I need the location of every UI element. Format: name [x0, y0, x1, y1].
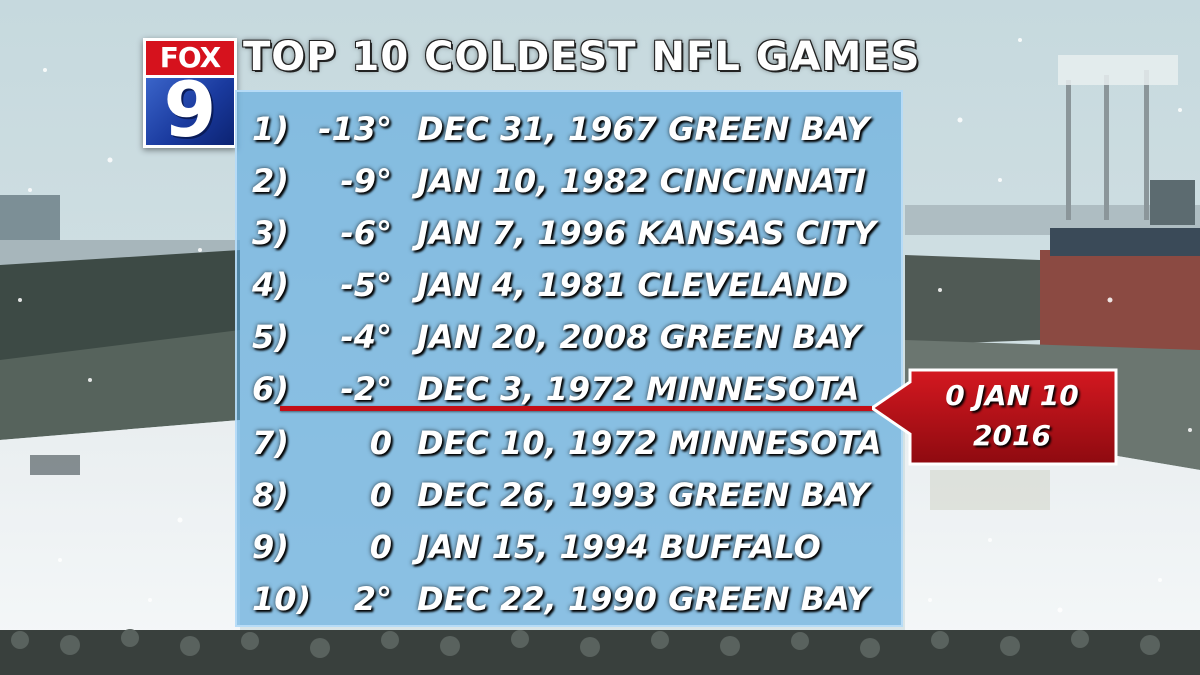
list-item: 3) -6° JAN 7, 1996 KANSAS CITY: [237, 208, 905, 258]
callout-text: 0 JAN 10 2016: [912, 376, 1112, 456]
rank-label: 2): [252, 162, 289, 200]
rank-label: 9): [252, 528, 289, 566]
temperature-value: -6°: [340, 214, 392, 252]
list-item: 8) 0 DEC 26, 1993 GREEN BAY: [237, 470, 905, 520]
list-item: 1) -13° DEC 31, 1967 GREEN BAY: [237, 104, 905, 154]
list-item: 10) 2° DEC 22, 1990 GREEN BAY: [237, 574, 905, 624]
forecast-callout: 0 JAN 10 2016: [872, 368, 1118, 466]
rank-label: 4): [252, 266, 289, 304]
logo-nine-badge: 9: [146, 78, 234, 145]
temperature-value: -5°: [340, 266, 392, 304]
rank-label: 3): [252, 214, 289, 252]
logo-nine-text: 9: [163, 78, 217, 145]
game-description: JAN 20, 2008 GREEN BAY: [417, 318, 861, 356]
callout-line-1: 0 JAN 10: [945, 379, 1079, 412]
temperature-value: -13°: [318, 110, 392, 148]
graphic-title: TOP 10 COLDEST NFL GAMES: [243, 34, 921, 80]
list-item: 7) 0 DEC 10, 1972 MINNESOTA: [237, 418, 905, 468]
game-description: JAN 15, 1994 BUFFALO: [417, 528, 821, 566]
game-description: DEC 22, 1990 GREEN BAY: [417, 580, 870, 618]
rank-label: 7): [252, 424, 289, 462]
rank-label: 10): [252, 580, 312, 618]
temperature-value: 2°: [353, 580, 392, 618]
rank-label: 5): [252, 318, 289, 356]
list-item: 5) -4° JAN 20, 2008 GREEN BAY: [237, 312, 905, 362]
temperature-value: 0: [369, 424, 392, 462]
game-description: DEC 31, 1967 GREEN BAY: [417, 110, 870, 148]
rank-label: 6): [252, 370, 289, 408]
rank-label: 8): [252, 476, 289, 514]
game-description: JAN 7, 1996 KANSAS CITY: [417, 214, 877, 252]
temperature-value: -4°: [340, 318, 392, 356]
callout-line-2: 2016: [973, 419, 1051, 452]
game-description: JAN 4, 1981 CLEVELAND: [417, 266, 849, 304]
logo-fox-text: FOX: [146, 41, 234, 75]
list-item: 4) -5° JAN 4, 1981 CLEVELAND: [237, 260, 905, 310]
temperature-value: -2°: [340, 370, 392, 408]
temperature-value: -9°: [340, 162, 392, 200]
game-description: JAN 10, 1982 CINCINNATI: [417, 162, 867, 200]
temperature-value: 0: [369, 528, 392, 566]
fox9-logo: FOX 9: [143, 38, 237, 148]
list-item: 9) 0 JAN 15, 1994 BUFFALO: [237, 522, 905, 572]
game-description: DEC 10, 1972 MINNESOTA: [417, 424, 882, 462]
temperature-value: 0: [369, 476, 392, 514]
coldest-games-list: 1) -13° DEC 31, 1967 GREEN BAY 2) -9° JA…: [235, 90, 903, 627]
list-item: 6) -2° DEC 3, 1972 MINNESOTA: [237, 364, 905, 414]
callout-arrow-shape: [872, 368, 1118, 466]
game-description: DEC 3, 1972 MINNESOTA: [417, 370, 860, 408]
game-description: DEC 26, 1993 GREEN BAY: [417, 476, 870, 514]
insertion-marker-line: [280, 406, 880, 411]
rank-label: 1): [252, 110, 289, 148]
list-item: 2) -9° JAN 10, 1982 CINCINNATI: [237, 156, 905, 206]
